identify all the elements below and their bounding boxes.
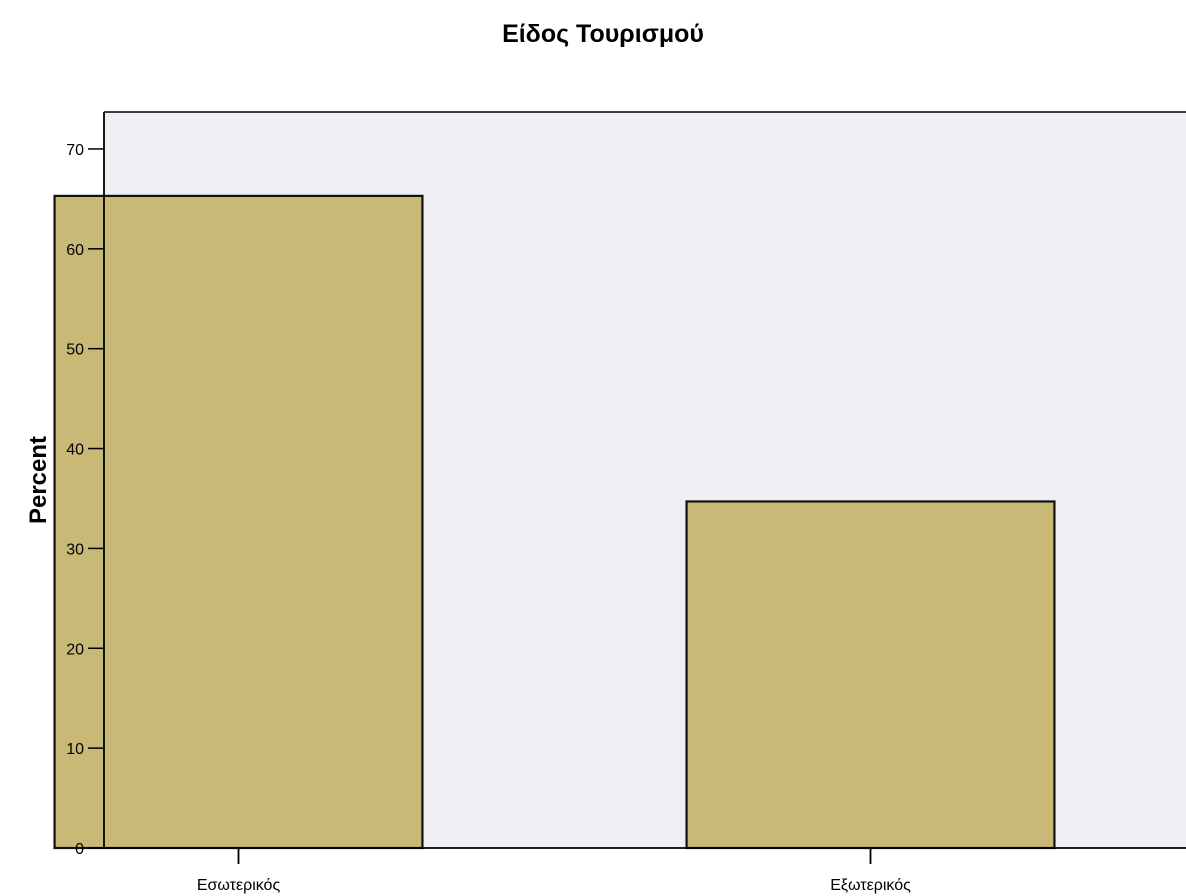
y-axis-label: Percent	[25, 436, 52, 524]
x-category-label: Εξωτερικός	[830, 877, 911, 894]
y-tick-label: 40	[66, 442, 84, 459]
bar	[53, 194, 424, 850]
y-tick-label: 20	[66, 641, 84, 658]
y-tick-label: 50	[66, 342, 84, 359]
x-ticks-layer: Εσωτερικός Εξωτερικός	[197, 848, 911, 894]
bars-layer	[53, 194, 1056, 850]
x-category-label: Εσωτερικός	[197, 877, 281, 894]
y-tick-label: 60	[66, 242, 84, 259]
y-tick-label: 70	[66, 142, 84, 159]
y-tick-label: 0	[75, 841, 84, 858]
y-tick-label: 30	[66, 541, 84, 558]
y-ticks-layer: 0 10 20 30 40 50 60 70	[66, 142, 104, 858]
bar	[685, 500, 1056, 850]
y-tick-label: 10	[66, 741, 84, 758]
chart-title: Είδος Τουρισμού	[502, 20, 704, 48]
